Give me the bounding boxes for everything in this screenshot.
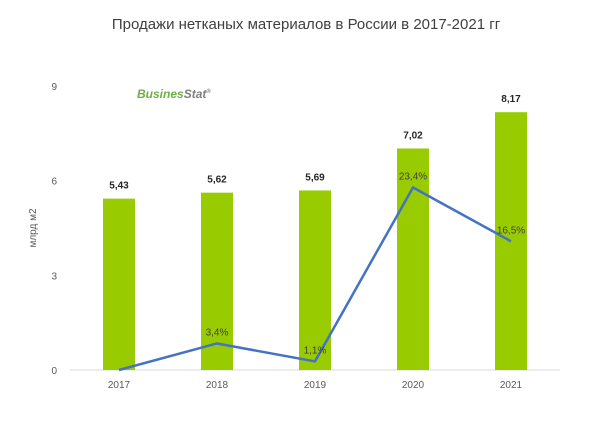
- y-tick-label: 0: [51, 366, 57, 377]
- y-tick-label: 9: [51, 82, 57, 93]
- growth-label: 23,4%: [399, 171, 427, 182]
- bar-value-label: 7,02: [403, 130, 423, 141]
- x-tick-label: 2021: [500, 380, 523, 391]
- bar-value-label: 5,69: [305, 172, 325, 183]
- x-tick-label: 2019: [304, 380, 327, 391]
- bar: [103, 198, 135, 370]
- chart-title: Продажи нетканых материалов в России в 2…: [111, 16, 501, 33]
- growth-label: 3,4%: [206, 327, 229, 338]
- y-tick-label: 6: [51, 177, 57, 188]
- businesstat-logo: BusinesStat®: [137, 87, 211, 101]
- x-tick-label: 2017: [108, 380, 131, 391]
- bar: [201, 192, 233, 370]
- growth-label: 1,1%: [304, 345, 327, 356]
- x-tick-label: 2018: [206, 380, 229, 391]
- y-axis-title: млрд м2: [28, 208, 39, 248]
- y-tick-label: 3: [51, 271, 57, 282]
- x-tick-label: 2020: [402, 380, 425, 391]
- bar-value-label: 8,17: [501, 94, 521, 105]
- bar-value-label: 5,43: [109, 181, 129, 192]
- bar: [397, 148, 429, 370]
- bar-value-label: 5,62: [207, 175, 227, 186]
- growth-label: 16,5%: [497, 225, 525, 236]
